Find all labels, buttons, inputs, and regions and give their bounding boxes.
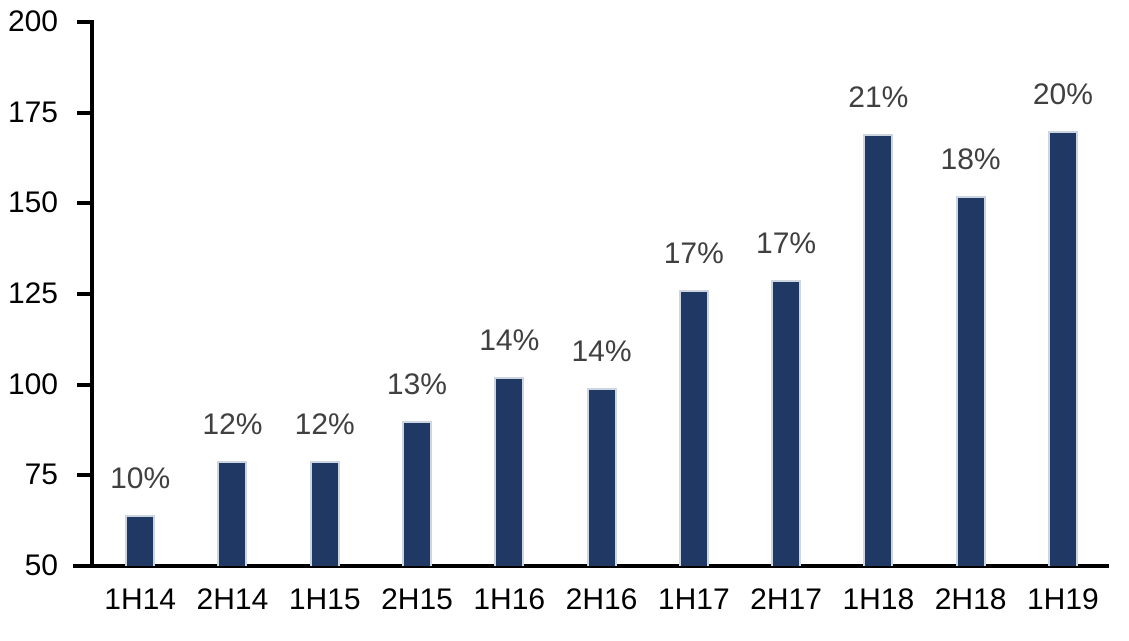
bar-2h14	[217, 460, 248, 566]
y-tick-mark	[77, 292, 94, 296]
plot-area: 50 75 100 125 150 175 200 10% 1H14 12% 2H14 12% 1H1…	[8, 7, 1109, 615]
x-axis-label: 2H18	[934, 583, 1007, 616]
bar-1h16	[494, 377, 525, 566]
y-tick-label: 150	[7, 186, 58, 220]
x-axis-line	[73, 564, 1109, 568]
y-tick-label: 125	[7, 277, 58, 310]
bar-1h19	[1047, 130, 1078, 566]
bar-value-label: 17%	[663, 237, 724, 271]
x-axis-label: 2H17	[750, 583, 822, 616]
bar-1h15	[309, 460, 340, 566]
bar-value-label: 18%	[940, 143, 1001, 177]
y-tick-label: 50	[24, 549, 58, 582]
y-tick-label: 100	[7, 367, 58, 401]
bar-2h15	[401, 420, 432, 566]
y-tick-mark	[77, 20, 94, 24]
bar-2h16	[586, 388, 617, 566]
x-axis-label: 1H14	[104, 583, 176, 616]
y-tick-mark	[77, 201, 94, 206]
bar-2h17	[771, 279, 802, 566]
y-tick-label: 200	[7, 5, 58, 38]
x-axis-label: 1H16	[473, 583, 546, 616]
x-axis-label: 1H17	[657, 583, 730, 616]
bar-value-label: 17%	[756, 226, 817, 260]
bar-value-label: 14%	[571, 335, 632, 369]
x-axis-label: 1H18	[842, 583, 915, 616]
y-tick-mark	[77, 382, 94, 387]
bar-value-label: 20%	[1032, 77, 1093, 111]
y-tick-label: 175	[7, 95, 58, 129]
bar-value-label: 10%	[110, 462, 171, 496]
y-tick-mark	[77, 473, 94, 478]
x-axis-label: 2H14	[196, 583, 269, 616]
bar-value-label: 12%	[202, 407, 263, 441]
x-axis-label: 2H15	[381, 583, 453, 616]
bar-value-label: 12%	[294, 407, 355, 441]
x-axis-label: 1H19	[1027, 583, 1099, 616]
y-tick-mark	[77, 110, 94, 115]
bar-1h18	[863, 134, 894, 566]
bar-1h14	[125, 515, 156, 566]
bar-value-label: 21%	[848, 81, 909, 115]
bar-2h18	[955, 196, 986, 566]
y-tick-label: 75	[24, 458, 58, 492]
y-tick-mark	[77, 564, 94, 568]
x-axis-label: 2H16	[565, 583, 638, 616]
bar-value-label: 14%	[479, 324, 540, 358]
x-axis-label: 1H15	[288, 583, 361, 616]
bar-value-label: 13%	[386, 367, 447, 401]
bar-1h17	[678, 290, 709, 566]
